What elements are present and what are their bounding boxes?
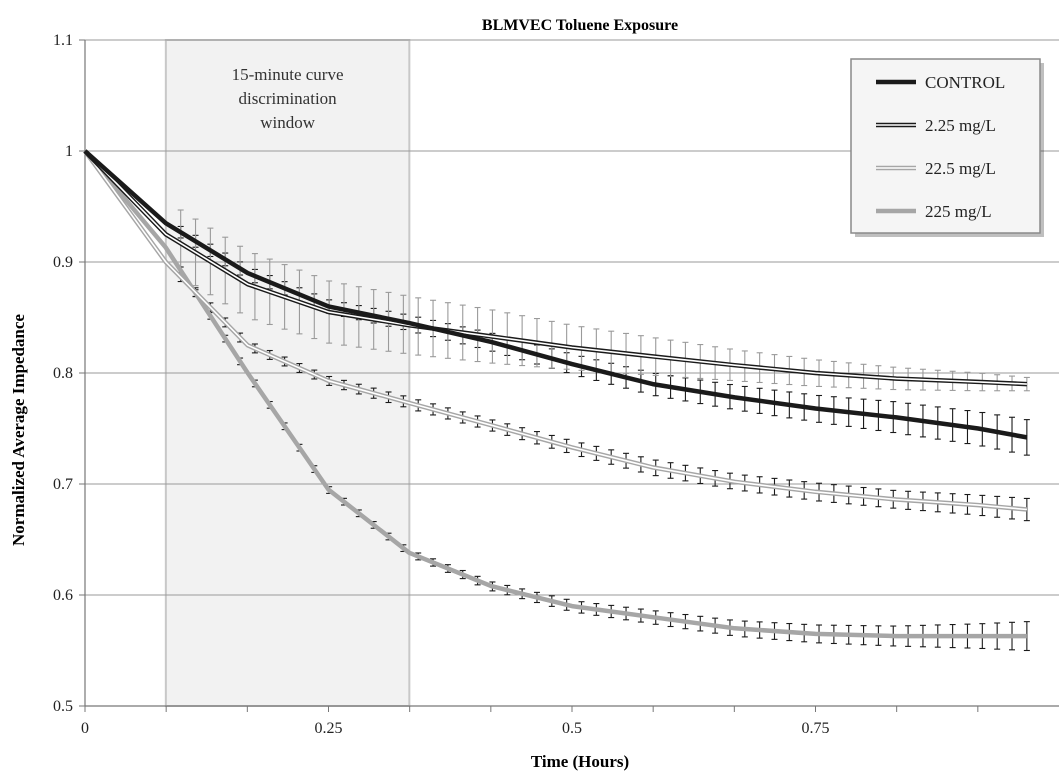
x-tick-label: 0 (81, 720, 89, 737)
legend-label-225-mg-l: 225 mg/L (925, 202, 992, 221)
series-line-inner-22-5-mg-l (84, 150, 1027, 511)
x-tick-label: 0.5 (562, 720, 582, 737)
discrimination-window-label: 15-minute curve discrimination window (232, 65, 344, 132)
legend-label-22-5-mg-l: 22.5 mg/L (925, 159, 996, 178)
legend-label-control: CONTROL (925, 73, 1005, 92)
series-line-inner-2-25-mg-l (84, 150, 1027, 385)
legend: CONTROL 2.25 mg/L 22.5 mg/L 225 mg/L (850, 58, 1044, 237)
series-line-control (83, 149, 1028, 440)
y-tick-label: 0.8 (53, 365, 73, 382)
series-lines (83, 149, 1028, 639)
series-line-225-mg-l (83, 149, 1027, 639)
x-axis-title: Time (Hours) (531, 752, 629, 771)
y-tick-label: 1.1 (53, 32, 73, 49)
legend-label-2-25-mg-l: 2.25 mg/L (925, 116, 996, 135)
y-tick-label: 0.7 (53, 476, 73, 493)
chart-title: BLMVEC Toluene Exposure (482, 17, 678, 34)
y-tick-label: 0.6 (53, 587, 73, 604)
y-tick-label: 0.5 (53, 698, 73, 715)
y-tick-label: 0.9 (53, 254, 73, 271)
y-tick-label: 1 (65, 143, 73, 160)
tick-labels: 0.5 0.6 0.7 0.8 0.9 1 1.1 0 0.25 0.5 0.75 (53, 32, 830, 737)
x-tick-label: 0.25 (315, 720, 343, 737)
y-axis-title: Normalized Average Impedance (9, 314, 28, 546)
x-tick-label: 0.75 (802, 720, 830, 737)
